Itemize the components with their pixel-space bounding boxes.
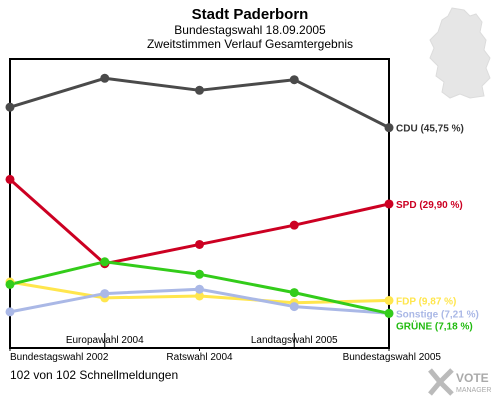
x-tick-label: Bundestagswahl 2005 bbox=[343, 352, 442, 363]
data-point bbox=[5, 174, 15, 184]
data-point bbox=[5, 102, 15, 112]
logo-text-manager: MANAGER bbox=[456, 387, 491, 394]
series-line bbox=[9, 178, 390, 266]
x-tick-label: Europawahl 2004 bbox=[66, 335, 144, 346]
footer-note: 102 von 102 Schnellmeldungen bbox=[10, 368, 179, 382]
data-point bbox=[195, 239, 204, 249]
data-point bbox=[289, 75, 299, 85]
data-point bbox=[195, 269, 204, 279]
series-line bbox=[9, 76, 390, 129]
logo-text-vote: VOTE bbox=[456, 371, 489, 385]
data-point bbox=[5, 279, 15, 289]
x-tick-label: Landtagswahl 2005 bbox=[251, 335, 338, 346]
data-point bbox=[384, 308, 394, 318]
series-label: FDP (9,87 %) bbox=[396, 296, 456, 307]
data-point bbox=[384, 295, 394, 305]
vote-manager-logo: VOTE MANAGER bbox=[428, 368, 491, 396]
chart-title: Stadt Paderborn bbox=[191, 6, 309, 23]
data-point bbox=[100, 73, 110, 83]
series-label: SPD (29,90 %) bbox=[396, 200, 463, 211]
x-tick-label: Ratswahl 2004 bbox=[166, 352, 233, 363]
data-point bbox=[384, 123, 394, 133]
data-point bbox=[5, 307, 15, 317]
data-point bbox=[289, 288, 299, 298]
x-tick-label: Bundestagswahl 2002 bbox=[10, 352, 109, 363]
series-label: GRÜNE (7,18 %) bbox=[396, 319, 473, 332]
data-point bbox=[289, 220, 299, 230]
series-label: Sonstige (7,21 %) bbox=[396, 309, 479, 320]
chart-subtitle-2: Zweitstimmen Verlauf Gesamtergebnis bbox=[146, 37, 354, 51]
series-label: CDU (45,75 %) bbox=[396, 124, 464, 135]
chart-subtitle: Bundestagswahl 18.09.2005 bbox=[174, 23, 326, 37]
data-point bbox=[100, 289, 110, 299]
data-point bbox=[195, 85, 204, 95]
germany-map-icon bbox=[429, 7, 491, 99]
data-point bbox=[100, 257, 110, 267]
plot-area-frame bbox=[9, 58, 390, 349]
data-point bbox=[195, 291, 204, 301]
data-point bbox=[289, 302, 299, 312]
data-point bbox=[384, 199, 394, 209]
data-point bbox=[195, 284, 204, 294]
